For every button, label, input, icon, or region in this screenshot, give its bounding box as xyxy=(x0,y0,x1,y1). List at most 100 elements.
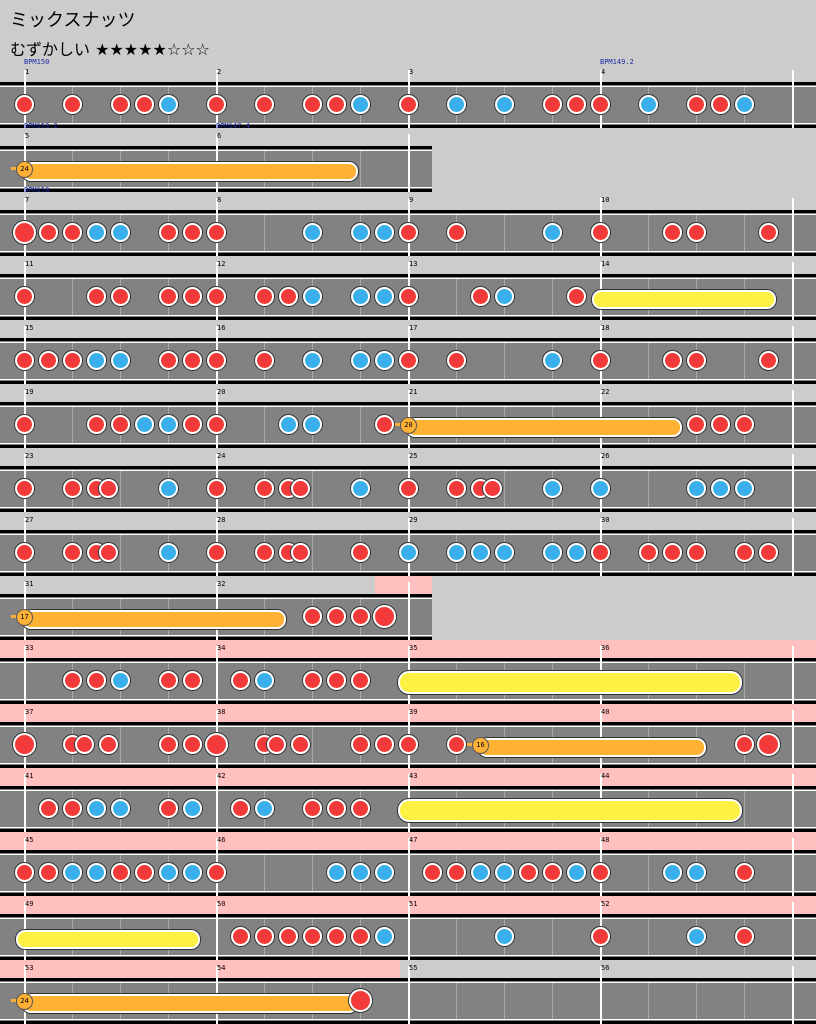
ka-note xyxy=(590,479,610,498)
don-note xyxy=(14,287,34,306)
measure-number: 22 xyxy=(601,388,610,396)
ka-note xyxy=(350,223,370,242)
measure-number: 36 xyxy=(601,644,610,652)
ka-note xyxy=(302,287,322,306)
don-note xyxy=(734,415,754,434)
measure-number: 30 xyxy=(601,516,610,524)
measure-number: 1 xyxy=(25,68,30,76)
don-note xyxy=(206,863,226,882)
measure-number: 50 xyxy=(217,900,226,908)
drumroll xyxy=(592,290,776,309)
balloon-body xyxy=(22,162,358,181)
measure-number: 13 xyxy=(409,260,418,268)
don-note xyxy=(158,351,178,370)
don-note xyxy=(758,223,778,242)
don-big-note xyxy=(372,605,396,628)
measure-number: 39 xyxy=(409,708,418,716)
measure-number: 11 xyxy=(25,260,34,268)
don-note xyxy=(710,415,730,434)
measure-number: 37 xyxy=(25,708,34,716)
beat-line xyxy=(744,791,745,827)
measure-number: 56 xyxy=(601,964,610,972)
ka-note xyxy=(446,543,466,562)
don-note xyxy=(182,223,202,242)
ka-note xyxy=(734,479,754,498)
ka-note xyxy=(254,799,274,818)
measure-number: 17 xyxy=(409,324,418,332)
don-note xyxy=(158,799,178,818)
don-note xyxy=(38,223,58,242)
ka-note xyxy=(86,223,106,242)
measure-number: 53 xyxy=(25,964,34,972)
don-note xyxy=(206,415,226,434)
bar-line xyxy=(792,262,794,320)
don-note xyxy=(734,927,754,946)
chart-row: 19 20 21 22 20 xyxy=(0,384,816,448)
bar-line xyxy=(408,134,410,192)
ka-note xyxy=(662,863,682,882)
don-note xyxy=(182,735,202,754)
beat-line xyxy=(648,343,649,379)
difficulty-label: むずかしい xyxy=(10,40,91,59)
don-note xyxy=(446,863,466,882)
don-note xyxy=(290,543,310,562)
don-note xyxy=(302,927,322,946)
ka-note xyxy=(542,223,562,242)
beat-line xyxy=(648,919,649,955)
chart-row: 49 50 51 52 xyxy=(0,896,816,960)
measure-number: 26 xyxy=(601,452,610,460)
beat-line xyxy=(648,855,649,891)
lane: 27 28 29 30 xyxy=(0,516,816,576)
balloon-body xyxy=(406,418,682,437)
don-note xyxy=(14,543,34,562)
don-note xyxy=(158,223,178,242)
lane: 19 20 21 22 20 xyxy=(0,388,816,448)
don-note xyxy=(38,863,58,882)
measure-number: 33 xyxy=(25,644,34,652)
don-note xyxy=(278,287,298,306)
beat-line xyxy=(744,343,745,379)
don-note xyxy=(206,543,226,562)
lane: 53 54 55 56 24 xyxy=(0,964,816,1024)
bar-line xyxy=(408,838,410,896)
don-note xyxy=(110,287,130,306)
balloon-tail xyxy=(467,743,473,746)
don-note xyxy=(518,863,538,882)
song-title: ミックスナッツ xyxy=(10,10,136,31)
don-note xyxy=(134,863,154,882)
measure-number: 47 xyxy=(409,836,418,844)
beat-line xyxy=(504,215,505,251)
don-note xyxy=(110,415,130,434)
ka-note xyxy=(734,95,754,114)
bar-line xyxy=(24,774,26,832)
bar-line xyxy=(792,198,794,256)
measure-number: 6 xyxy=(217,132,222,140)
measure-number: 18 xyxy=(601,324,610,332)
ka-note xyxy=(182,799,202,818)
balloon-tail xyxy=(11,167,17,170)
beat-line xyxy=(312,471,313,507)
don-note xyxy=(758,543,778,562)
bar-line xyxy=(792,70,794,128)
bar-line xyxy=(792,774,794,832)
don-note xyxy=(62,223,82,242)
bar-line xyxy=(216,902,218,960)
lane: 49 50 51 52 xyxy=(0,900,816,960)
balloon-tail xyxy=(11,999,17,1002)
don-note xyxy=(14,351,34,370)
measure-number: 25 xyxy=(409,452,418,460)
don-note xyxy=(758,351,778,370)
don-note xyxy=(14,863,34,882)
don-note xyxy=(158,735,178,754)
don-note xyxy=(134,95,154,114)
ka-note xyxy=(158,95,178,114)
don-big-note xyxy=(348,989,372,1012)
measure-number: 40 xyxy=(601,708,610,716)
don-note xyxy=(734,543,754,562)
beat-line xyxy=(552,983,553,1019)
don-note xyxy=(98,479,118,498)
beat-line xyxy=(312,855,313,891)
ka-note xyxy=(374,863,394,882)
don-note xyxy=(14,95,34,114)
measure-number: 31 xyxy=(25,580,34,588)
